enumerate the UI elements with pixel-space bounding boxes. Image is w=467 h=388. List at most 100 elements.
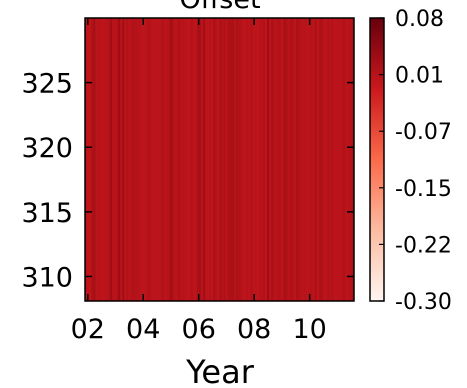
- heatmap-cell: [122, 18, 125, 301]
- heatmap-cell: [285, 18, 289, 301]
- heatmap-cell: [271, 18, 274, 301]
- x-tick-label: 02: [71, 314, 105, 345]
- heatmap-cell: [103, 18, 107, 301]
- y-tick-label: 325: [21, 69, 73, 100]
- heatmap-cell: [97, 18, 101, 301]
- heatmap-cell: [198, 18, 202, 301]
- heatmap-cell: [312, 18, 316, 301]
- heatmap-cell: [101, 18, 105, 301]
- heatmap-cell: [347, 18, 351, 301]
- heatmap-cell: [163, 18, 167, 301]
- heatmap-cell: [337, 18, 341, 301]
- heatmap-cell: [219, 18, 223, 301]
- colorbar: [369, 17, 385, 302]
- heatmap-cell: [240, 18, 243, 301]
- heatmap-cell: [211, 18, 214, 301]
- colorbar-tick-label: -0.30: [395, 290, 452, 315]
- heatmap-cell: [200, 18, 204, 301]
- heatmap-cell: [231, 18, 235, 301]
- heatmap-cell: [126, 18, 130, 301]
- heatmap-cell: [320, 18, 324, 301]
- heatmap-cell: [109, 18, 113, 301]
- y-tick-label: 315: [21, 198, 73, 229]
- heatmap-cell: [91, 18, 94, 301]
- heatmap-cell: [118, 18, 121, 301]
- heatmap-cell: [173, 18, 177, 301]
- heatmap-cell: [213, 18, 216, 301]
- heatmap-cell: [248, 18, 252, 301]
- colorbar-tick-label: -0.07: [395, 120, 452, 145]
- heatmap-cell: [331, 18, 334, 301]
- heatmap-cell: [167, 18, 171, 301]
- heatmap-cell: [310, 18, 314, 301]
- heatmap-cell: [85, 18, 88, 301]
- x-tick-label: 10: [292, 314, 326, 345]
- heatmap-cell: [207, 18, 210, 301]
- colorbar-tick-label: 0.08: [395, 7, 444, 32]
- heatmap-cell: [233, 18, 237, 301]
- heatmap-cell: [87, 18, 90, 301]
- heatmap-cell: [341, 18, 345, 301]
- heatmap-cell: [279, 18, 283, 301]
- heatmap-cell: [225, 18, 229, 301]
- colorbar-ticks: 0.08 0.01 -0.07 -0.15 -0.22 -0.30: [379, 7, 452, 315]
- heatmap-cell: [281, 18, 285, 301]
- heatmap-cell: [316, 18, 320, 301]
- x-tick-label: 08: [237, 314, 271, 345]
- heatmap-cell: [229, 18, 233, 301]
- heatmap-cell: [325, 18, 328, 301]
- heatmap-cell: [302, 18, 305, 301]
- heatmap-cell: [111, 18, 115, 301]
- heatmap-cell: [258, 18, 262, 301]
- x-tick-label: 06: [182, 314, 216, 345]
- heatmap-cell: [223, 18, 227, 301]
- heatmap-cell: [252, 18, 256, 301]
- x-tick-label: 04: [126, 314, 160, 345]
- chart-title: Offset: [179, 0, 260, 15]
- heatmap-cell: [157, 18, 161, 301]
- colorbar-tick-label: -0.15: [395, 177, 452, 202]
- heatmap-cell: [289, 18, 293, 301]
- heatmap-cell: [333, 18, 336, 301]
- heatmap-cell: [262, 18, 266, 301]
- heatmap-cell: [291, 18, 295, 301]
- heatmap-cell: [190, 18, 194, 301]
- heatmap-cell: [113, 18, 117, 301]
- heatmap-cell: [116, 18, 119, 301]
- heatmap-cell: [178, 18, 181, 301]
- heatmap-cell: [136, 18, 140, 301]
- heatmap-cell: [265, 18, 268, 301]
- colorbar-tick-label: -0.22: [395, 233, 452, 258]
- heatmap-cell: [250, 18, 254, 301]
- heatmap-cell: [124, 18, 127, 301]
- heatmap-cell: [182, 18, 185, 301]
- heatmap-cell: [95, 18, 99, 301]
- heatmap-cell: [107, 18, 111, 301]
- heatmap-cell: [269, 18, 272, 301]
- heatmap-cell: [93, 18, 96, 301]
- heatmap-cell: [256, 18, 260, 301]
- heatmap-cell: [134, 18, 138, 301]
- heatmap-cell: [149, 18, 152, 301]
- x-axis-label: Year: [185, 353, 255, 388]
- heatmap-cell: [209, 18, 212, 301]
- heatmap-cell: [194, 18, 198, 301]
- heatmap-cell: [205, 18, 208, 301]
- heatmap-cell: [184, 18, 187, 301]
- heatmap-cell: [273, 18, 276, 301]
- heatmap-cell: [254, 18, 258, 301]
- heatmap-cell: [196, 18, 200, 301]
- heatmap-cell: [306, 18, 310, 301]
- plot-frame: [84, 17, 355, 302]
- colorbar-tick-label: 0.01: [395, 64, 444, 89]
- heatmap-cell: [169, 18, 173, 301]
- heatmap-cell: [176, 18, 179, 301]
- heatmap-cell: [147, 18, 150, 301]
- heatmap-cell: [89, 18, 92, 301]
- heatmap-cell: [296, 18, 299, 301]
- heatmap-cell: [171, 18, 175, 301]
- heatmap-cell: [140, 18, 144, 301]
- heatmap-cell: [145, 18, 148, 301]
- heatmap-cell: [327, 18, 330, 301]
